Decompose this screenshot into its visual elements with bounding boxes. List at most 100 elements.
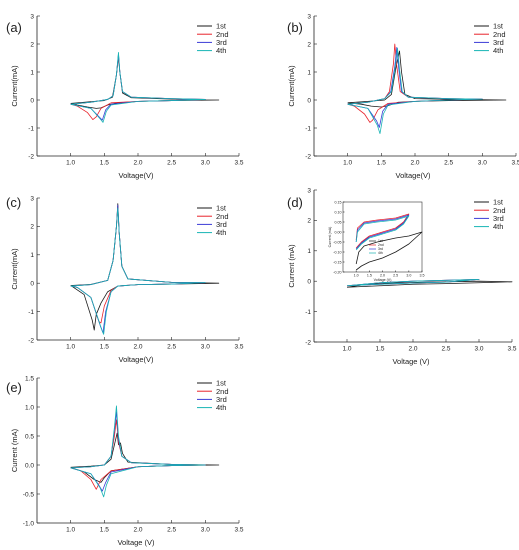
legend-label-4th: 4th (493, 46, 503, 55)
y-tick-label: 0.05 (335, 220, 342, 224)
x-tick-label: 1.5 (375, 345, 384, 352)
series-1st-curve (347, 50, 507, 108)
x-tick-label: 3.5 (420, 274, 425, 278)
x-tick-label: 3.0 (406, 274, 411, 278)
x-tick-label: 3.5 (234, 343, 243, 350)
y-tick-label: 0 (307, 97, 311, 104)
x-tick-label: 3.0 (474, 345, 483, 352)
y-tick-label: 3 (307, 13, 311, 20)
x-tick-label: 1.0 (354, 274, 359, 278)
y-tick-label: 2 (307, 218, 311, 225)
y-tick-label: 1.0 (25, 404, 34, 411)
y-tick-label: 2 (307, 41, 311, 48)
x-tick-label: 2.0 (380, 274, 385, 278)
inset-x-axis-title: Voltage (V) (374, 278, 392, 282)
legend-label-1st: 1st (493, 198, 504, 207)
inset-chart: -0.20 -0.15 -0.10 -0.05 0.00 0.05 0.10 0.15 1.0 1… (328, 200, 425, 282)
x-axis-title: Voltage(V) (118, 355, 154, 364)
panel-label: (a) (6, 20, 22, 35)
x-tick-label: 1.5 (367, 274, 372, 278)
y-tick-label: 1 (30, 252, 34, 259)
legend-label-1st: 1st (216, 22, 227, 31)
y-axis-title: Current (mA) (10, 428, 19, 472)
panel-c: (c) -2 -1 0 1 2 3 1.0 1.5 2.0 2.5 3.0 3.5 Voltage(V) C… (6, 195, 244, 364)
x-tick-label: 2.0 (133, 159, 142, 166)
x-axis-title: Voltage(V) (118, 171, 154, 180)
x-axis-title: Voltage (V) (392, 357, 430, 366)
series-3rd-curve (355, 214, 410, 250)
y-tick-label: -0.10 (333, 250, 341, 254)
x-tick-label: 3.0 (201, 159, 210, 166)
series-4th-curve (70, 207, 206, 335)
x-tick-label: 2.5 (393, 274, 398, 278)
y-tick-label: -1 (28, 125, 34, 132)
series-4th-curve (70, 52, 206, 123)
legend-label-3rd: 3rd (216, 220, 227, 229)
series-4th-curve (70, 405, 206, 498)
series-2nd-curve (70, 419, 206, 490)
y-axis-title: Current(mA) (10, 65, 19, 107)
series-1st-curve (355, 231, 423, 271)
x-tick-label: 3.5 (511, 159, 519, 166)
x-tick-label: 1.0 (66, 343, 75, 350)
y-tick-label: 1 (307, 69, 311, 76)
panel-b: (b) -2 -1 0 1 2 3 1.0 1.5 2.0 2.5 3.0 3.5 Voltage(V) C… (287, 13, 519, 180)
legend-label-2nd: 2nd (216, 212, 229, 221)
y-axis-title: Current(mA) (10, 248, 19, 290)
panel-label: (e) (6, 380, 22, 395)
legend-label-4th: 4th (216, 46, 226, 55)
x-tick-label: 3.0 (201, 526, 210, 533)
legend-label-2nd: 2nd (216, 30, 229, 39)
y-tick-label: 1.5 (25, 375, 34, 382)
legend-label-3rd: 3rd (493, 214, 504, 223)
x-tick-label: 1.0 (342, 345, 351, 352)
y-tick-label: -0.20 (333, 270, 341, 274)
series-1st-curve (70, 432, 220, 483)
series-2nd-curve (70, 54, 206, 120)
series-2nd-curve (347, 43, 483, 123)
x-tick-label: 2.5 (167, 159, 176, 166)
panel-label: (c) (6, 195, 21, 210)
y-tick-label: 1 (30, 69, 34, 76)
series-4th-curve (346, 278, 480, 287)
y-axis-title: Current(mA) (287, 65, 296, 107)
y-axis-title: Current (mA) (287, 244, 296, 288)
x-tick-label: 1.0 (66, 159, 75, 166)
x-tick-label: 1.5 (377, 159, 386, 166)
x-tick-label: 3.0 (201, 343, 210, 350)
x-axis-title: Voltage(V) (395, 171, 431, 180)
series-2nd-curve (355, 213, 410, 249)
legend-label-4th: 4th (216, 403, 226, 412)
y-tick-label: 3 (30, 13, 34, 20)
x-tick-label: 2.5 (444, 159, 453, 166)
x-tick-label: 2.0 (133, 526, 142, 533)
inset-y-axis-title: Current (mA) (328, 227, 332, 248)
y-tick-label: 0.0 (25, 462, 34, 469)
x-tick-label: 1.0 (343, 159, 352, 166)
panel-label: (d) (287, 195, 303, 210)
x-tick-label: 2.5 (167, 343, 176, 350)
series-3rd-curve (70, 53, 206, 121)
legend-label-2nd: 2nd (493, 30, 506, 39)
y-tick-label: 0 (30, 97, 34, 104)
y-tick-label: -2 (28, 153, 34, 160)
x-tick-label: 1.5 (100, 526, 109, 533)
legend-label-3rd: 3rd (493, 38, 504, 47)
x-tick-label: 1.5 (100, 159, 109, 166)
y-tick-label: -0.15 (333, 260, 341, 264)
x-tick-label: 3.0 (478, 159, 487, 166)
legend-label-3rd: 3rd (216, 38, 227, 47)
y-tick-label: -1 (305, 125, 311, 132)
y-tick-label: 1 (307, 248, 311, 255)
inset-frame (342, 201, 423, 273)
legend-label-1st: 1st (493, 22, 504, 31)
y-tick-label: 3 (307, 187, 311, 194)
series-3rd-curve (70, 204, 206, 334)
y-tick-label: -1.0 (23, 520, 35, 527)
y-tick-label: 2 (30, 41, 34, 48)
series-1st-curve (346, 280, 513, 288)
x-tick-label: 2.5 (441, 345, 450, 352)
x-tick-label: 1.0 (66, 526, 75, 533)
x-tick-label: 3.5 (234, 526, 243, 533)
